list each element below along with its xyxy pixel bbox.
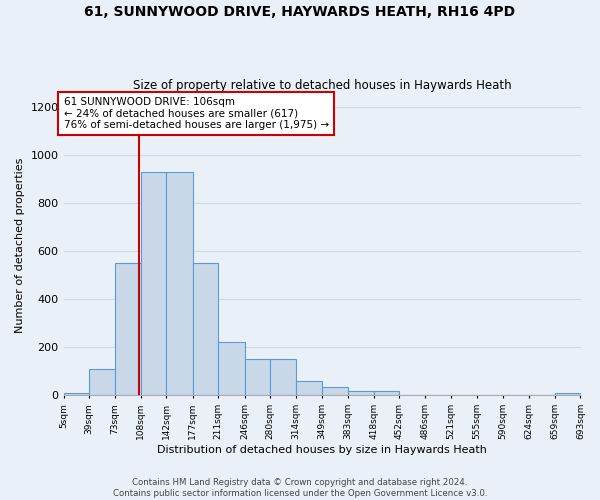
Text: 61 SUNNYWOOD DRIVE: 106sqm
← 24% of detached houses are smaller (617)
76% of sem: 61 SUNNYWOOD DRIVE: 106sqm ← 24% of deta… [64,97,329,130]
Bar [296,381,322,396]
Bar [115,263,141,396]
Bar [218,342,245,396]
Bar [374,390,400,396]
Bar [245,360,270,396]
Bar [322,387,347,396]
Bar [555,393,581,396]
Bar [347,390,374,396]
Text: 61, SUNNYWOOD DRIVE, HAYWARDS HEATH, RH16 4PD: 61, SUNNYWOOD DRIVE, HAYWARDS HEATH, RH1… [85,5,515,19]
Bar [270,360,296,396]
X-axis label: Distribution of detached houses by size in Haywards Heath: Distribution of detached houses by size … [157,445,487,455]
Bar [64,393,89,396]
Text: Contains HM Land Registry data © Crown copyright and database right 2024.
Contai: Contains HM Land Registry data © Crown c… [113,478,487,498]
Y-axis label: Number of detached properties: Number of detached properties [15,158,25,332]
Bar [89,369,115,396]
Bar [166,172,193,396]
Bar [141,172,166,396]
Bar [193,263,218,396]
Title: Size of property relative to detached houses in Haywards Heath: Size of property relative to detached ho… [133,79,511,92]
